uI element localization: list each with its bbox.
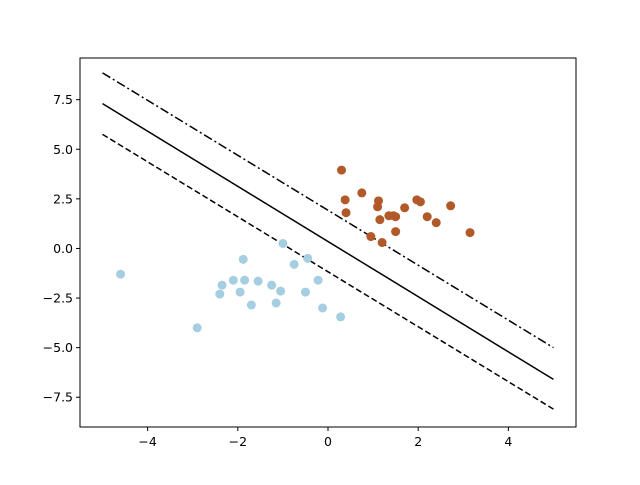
- point-series-0-13: [278, 238, 288, 248]
- y-tick-label-0: −7.5: [43, 390, 73, 405]
- scatter-points: [116, 165, 475, 333]
- y-tick-label-4: 2.5: [53, 191, 73, 206]
- line-dashdot-2: [102, 72, 554, 349]
- x-tick-label-2: 0: [324, 434, 332, 449]
- point-series-0-7: [238, 254, 248, 264]
- point-series-0-19: [336, 312, 346, 322]
- point-series-1-8: [377, 238, 387, 247]
- plot-area: [80, 58, 576, 427]
- point-series-0-3: [215, 289, 225, 299]
- x-tick-label-0: −4: [138, 434, 156, 449]
- point-series-1-17: [431, 218, 441, 228]
- point-series-1-6: [374, 196, 384, 206]
- point-series-0-18: [318, 303, 328, 313]
- point-series-1-19: [465, 228, 475, 238]
- line-dashed-1: [102, 133, 554, 410]
- point-series-1-7: [375, 215, 385, 225]
- point-series-0-14: [289, 259, 299, 269]
- point-series-0-1: [192, 323, 202, 333]
- line-solid-0: [102, 102, 554, 381]
- y-tick-label-3: 0.0: [53, 241, 73, 256]
- point-series-1-1: [340, 195, 350, 205]
- point-series-1-16: [422, 212, 432, 222]
- point-series-0-11: [271, 298, 281, 308]
- point-series-1-18: [446, 201, 456, 211]
- point-series-0-16: [303, 253, 313, 263]
- point-series-1-15: [415, 197, 425, 207]
- x-tick-label-1: −2: [229, 434, 247, 449]
- point-series-1-0: [337, 165, 347, 175]
- x-axis-ticks: −4 −2 0 2 4: [138, 427, 512, 449]
- x-tick-label-4: 4: [504, 434, 512, 449]
- point-series-1-12: [391, 227, 401, 237]
- y-tick-label-6: 7.5: [53, 92, 73, 107]
- y-tick-label-1: −5.0: [43, 340, 73, 355]
- point-series-0-17: [313, 275, 323, 285]
- point-series-0-2: [217, 280, 227, 290]
- point-series-0-6: [240, 275, 250, 285]
- boundary-lines: [102, 72, 554, 410]
- point-series-1-3: [357, 188, 367, 198]
- point-series-1-11: [391, 212, 401, 222]
- point-series-0-12: [276, 286, 286, 296]
- x-tick-label-3: 2: [414, 434, 422, 449]
- point-series-0-15: [300, 287, 310, 297]
- point-series-0-10: [267, 280, 277, 290]
- point-series-1-2: [341, 208, 351, 218]
- point-series-1-4: [366, 232, 376, 242]
- y-tick-label-2: −2.5: [43, 291, 73, 306]
- point-series-1-13: [400, 203, 410, 213]
- point-series-0-5: [235, 287, 245, 297]
- y-axis-ticks: −7.5 −5.0 −2.5 0.0 2.5 5.0 7.5: [43, 92, 80, 405]
- point-series-0-4: [228, 275, 238, 285]
- point-series-0-0: [116, 269, 126, 279]
- point-series-0-8: [246, 300, 256, 310]
- point-series-0-9: [253, 276, 263, 286]
- y-tick-label-5: 5.0: [53, 142, 73, 157]
